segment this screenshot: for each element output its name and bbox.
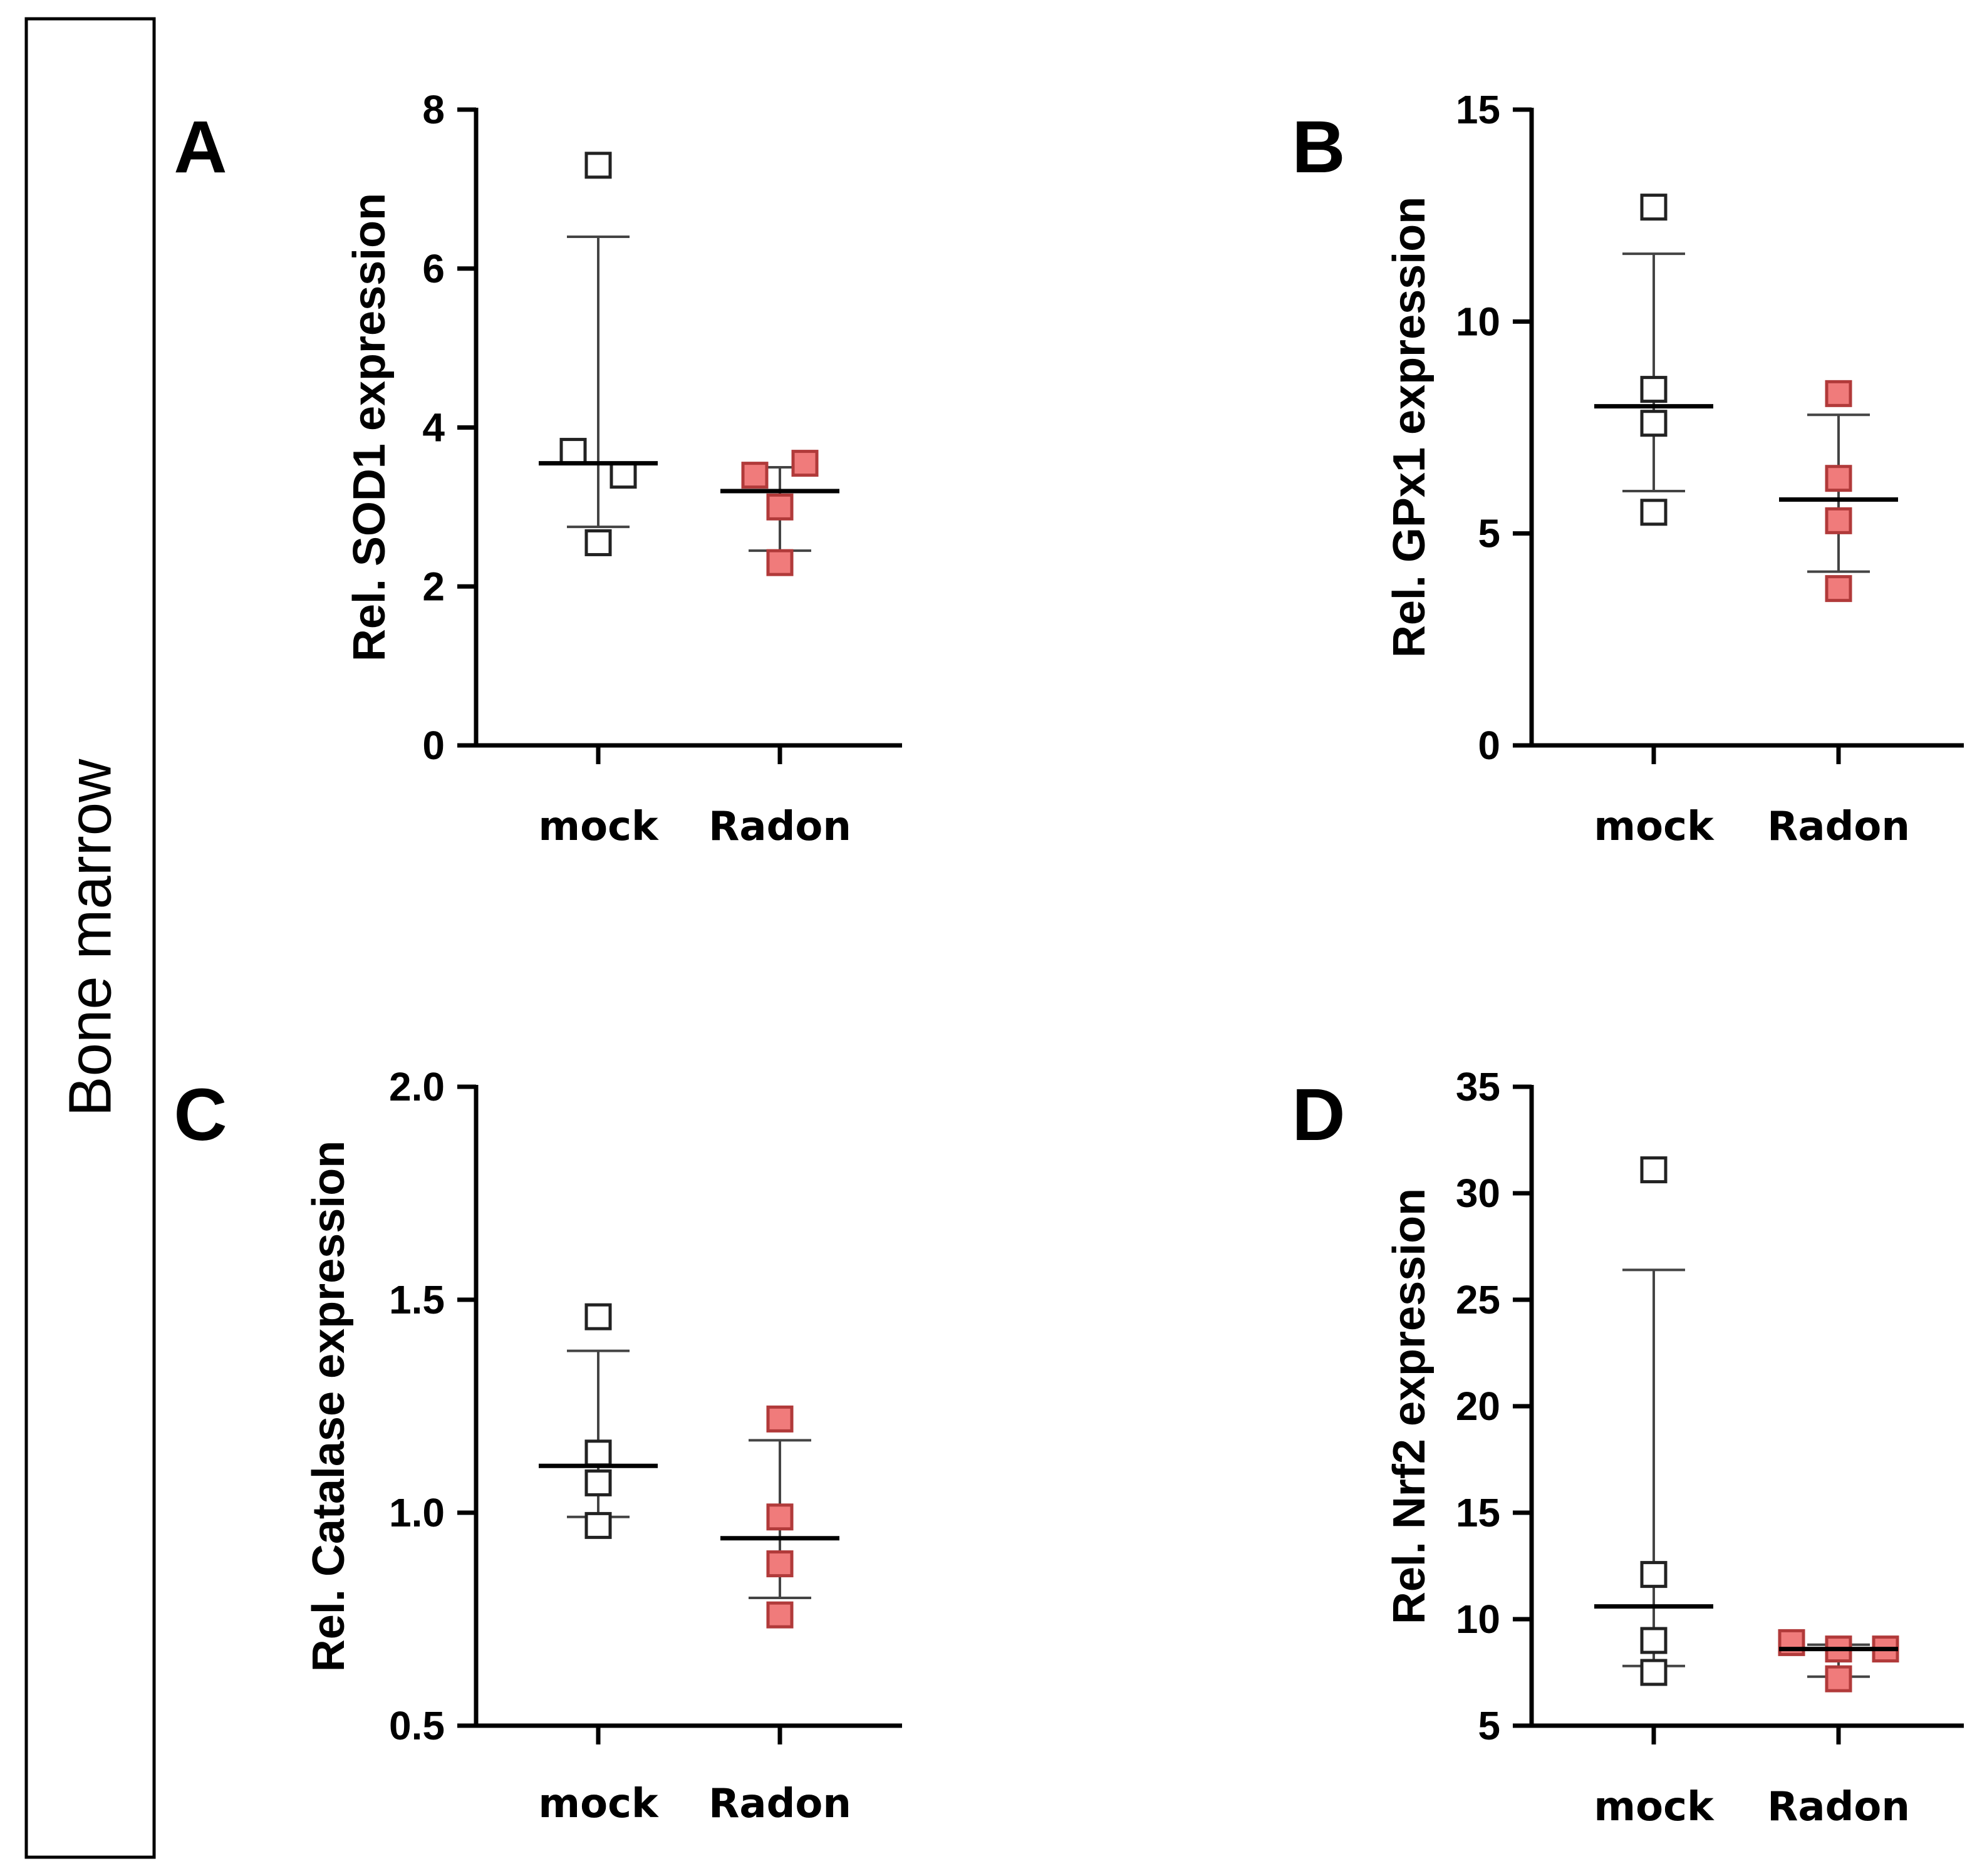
side-label: Bone marrow [57, 759, 124, 1117]
panel-b: B 0 5 10 15 Rel. GPx1 expression mock Radon [1292, 87, 1964, 850]
data-point [791, 450, 819, 477]
data-point [1640, 1659, 1668, 1686]
x-category-label: mock [1594, 1784, 1715, 1830]
y-tick-label: 10 [1456, 1597, 1500, 1642]
data-point [1640, 1627, 1668, 1654]
series-mock [539, 1303, 658, 1539]
y-tick-label: 25 [1456, 1277, 1500, 1322]
y-tick-label: 4 [422, 405, 445, 450]
panel-c: C 0.5 1.0 1.5 2.0 Rel. Catalase expression moc… [174, 1064, 902, 1827]
series-mock [1594, 1156, 1713, 1686]
data-point [1825, 507, 1852, 534]
y-tick-label: 0.5 [389, 1703, 445, 1748]
data-point [766, 549, 794, 576]
data-point [584, 1469, 612, 1496]
panel-letter: D [1292, 1074, 1345, 1156]
data-point [766, 1601, 794, 1629]
y-tick-label: 5 [1478, 1703, 1500, 1748]
data-point [584, 1511, 612, 1539]
data-point [1640, 1156, 1668, 1184]
data-point [1825, 575, 1852, 603]
y-tick-label: 2 [422, 564, 445, 609]
panel-a: A 0 2 4 6 8 Rel. SOD1 expression mock Radon [174, 87, 902, 850]
y-tick-label: 1.5 [389, 1277, 445, 1322]
x-category-label: Radon [708, 804, 851, 850]
series-radon [1778, 1629, 1899, 1692]
y-tick-label: 35 [1456, 1064, 1500, 1109]
data-point [584, 529, 612, 556]
x-category-label: mock [538, 804, 659, 850]
y-tick-label: 2.0 [389, 1064, 445, 1109]
y-tick-label: 1.0 [389, 1490, 445, 1535]
y-axis-title: Rel. Catalase expression [304, 1141, 354, 1672]
y-tick-label: 0 [422, 723, 445, 768]
y-axis-title: Rel. SOD1 expression [345, 193, 395, 661]
data-point [766, 1550, 794, 1578]
panel-letter: C [174, 1074, 227, 1156]
data-point [1825, 465, 1852, 492]
panel-letter: A [174, 106, 227, 189]
y-tick-label: 20 [1456, 1384, 1500, 1429]
data-point [766, 1503, 794, 1531]
y-tick-label: 15 [1456, 1490, 1500, 1535]
y-axis-title: Rel. Nrf2 expression [1384, 1188, 1435, 1624]
data-point [741, 462, 769, 489]
y-tick-label: 6 [422, 246, 445, 291]
x-category-label: mock [538, 1781, 659, 1827]
data-point [1640, 410, 1668, 437]
x-category-label: mock [1594, 804, 1715, 850]
data-point [584, 1439, 612, 1467]
data-point [1825, 1665, 1852, 1692]
data-point [584, 152, 612, 179]
y-tick-label: 15 [1456, 87, 1500, 132]
series-mock [539, 152, 658, 556]
y-tick-label: 5 [1478, 511, 1500, 556]
y-tick-label: 30 [1456, 1171, 1500, 1216]
data-point [1640, 1561, 1668, 1588]
panel-letter: B [1292, 106, 1345, 189]
data-point [1825, 380, 1852, 407]
x-category-label: Radon [708, 1781, 851, 1827]
y-tick-label: 10 [1456, 299, 1500, 344]
data-point [559, 438, 587, 465]
series-radon [720, 450, 839, 576]
data-point [1640, 376, 1668, 403]
y-axis-title: Rel. GPx1 expression [1384, 197, 1435, 658]
x-category-label: Radon [1767, 1784, 1910, 1830]
series-radon [1779, 380, 1898, 603]
series-radon [720, 1405, 839, 1629]
data-point [766, 1405, 794, 1433]
y-tick-label: 0 [1478, 723, 1500, 768]
data-point [1640, 499, 1668, 526]
data-point [584, 1303, 612, 1330]
series-mock [1594, 194, 1713, 526]
x-category-label: Radon [1767, 804, 1910, 850]
side-label-box [24, 17, 156, 1859]
data-point [1640, 194, 1668, 221]
y-tick-label: 8 [422, 87, 445, 132]
data-point [610, 462, 637, 489]
data-point [766, 493, 794, 521]
panel-d: D 5 10 15 20 25 30 35 Rel. Nrf2 expression mock Ra… [1292, 1064, 1964, 1830]
